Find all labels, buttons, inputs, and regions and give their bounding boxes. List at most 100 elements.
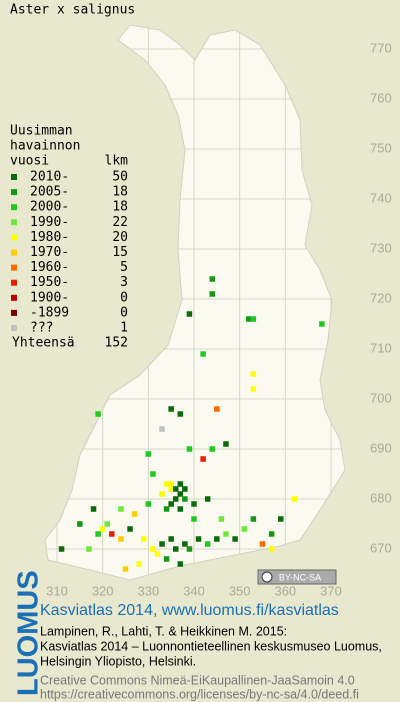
legend-label: 1980- xyxy=(30,230,69,245)
x-tick-label: 340 xyxy=(183,583,205,598)
grid-square xyxy=(95,411,101,417)
y-tick-label: 670 xyxy=(370,540,392,555)
grid-square xyxy=(246,316,252,322)
grid-square xyxy=(168,481,174,487)
license: Creative Commons Nimeä-EiKaupallinen-Jaa… xyxy=(40,673,355,687)
legend-count: 22 xyxy=(112,215,128,230)
legend-count: 18 xyxy=(112,185,128,200)
legend-count: 0 xyxy=(120,305,128,320)
y-tick-label: 770 xyxy=(370,40,392,55)
logo: LUOMUS xyxy=(13,570,45,696)
legend-count: 1 xyxy=(120,321,128,336)
x-tick-label: 360 xyxy=(274,583,296,598)
grid-square xyxy=(250,386,257,392)
legend-heading: vuosi xyxy=(10,154,49,169)
grid-square xyxy=(172,546,179,552)
grid-square xyxy=(209,276,216,282)
legend-count: 15 xyxy=(112,245,128,260)
legend-label: 1990- xyxy=(30,215,69,230)
grid-square xyxy=(95,531,101,537)
grid-square xyxy=(186,546,193,552)
legend-label: 2005- xyxy=(30,185,69,200)
grid-square xyxy=(122,566,129,572)
grid-square xyxy=(241,526,247,532)
title: Aster x salignus xyxy=(10,3,135,18)
squares xyxy=(58,276,325,572)
grid-square xyxy=(168,486,174,492)
grid-square xyxy=(195,536,202,542)
legend-label: -1899 xyxy=(30,305,69,320)
legend-count: 0 xyxy=(120,290,128,305)
y-tick-label: 760 xyxy=(370,90,392,105)
cc-badge: BY-NC-SA xyxy=(257,569,337,585)
grid-square xyxy=(168,536,174,542)
grid-square xyxy=(182,496,188,502)
grid-square xyxy=(223,531,229,537)
legend-heading: lkm xyxy=(105,154,129,169)
y-tick-label: 730 xyxy=(370,240,392,255)
y-tick-label: 680 xyxy=(370,490,392,505)
grid-square xyxy=(118,506,124,512)
grid-square xyxy=(141,536,147,542)
grid-square xyxy=(200,351,206,357)
grid-square xyxy=(145,501,152,507)
grid-square xyxy=(204,541,211,547)
grid-square xyxy=(214,406,220,412)
grid-square xyxy=(204,496,211,502)
grid-square xyxy=(250,371,257,377)
legend-swatch xyxy=(11,234,17,241)
grid-square xyxy=(127,526,133,532)
grid-square xyxy=(200,456,206,462)
grid-square xyxy=(268,546,275,552)
citation: Lampinen, R., Lahti, T. & Heikkinen M. 2… xyxy=(40,624,287,638)
grid-square xyxy=(159,426,165,432)
y-tick-label: 690 xyxy=(370,440,392,455)
grid-square xyxy=(58,546,65,552)
grid-square xyxy=(99,526,106,532)
legend-swatch xyxy=(11,174,17,180)
headline: Kasviatlas 2014, www.luomus.fi/kasviatla… xyxy=(40,602,339,619)
finland-outline xyxy=(44,24,346,581)
grid-square xyxy=(214,536,220,542)
total-label: Yhteensä xyxy=(12,336,75,351)
grid-square xyxy=(163,556,170,562)
grid-square xyxy=(163,506,170,512)
grid-square xyxy=(177,411,184,417)
grid-square xyxy=(150,471,156,477)
grid-square xyxy=(104,521,110,527)
legend-swatch xyxy=(11,189,17,196)
grid-square xyxy=(177,481,184,487)
legend-label: 2000- xyxy=(30,200,69,215)
grid-square xyxy=(154,551,161,557)
legend-label: 1970- xyxy=(30,245,69,260)
legend-swatch xyxy=(11,309,17,316)
grid-square xyxy=(191,516,197,522)
legend-label: 1960- xyxy=(30,260,69,275)
x-tick-label: 350 xyxy=(229,583,251,598)
legend-count: 5 xyxy=(120,260,128,275)
grid-square xyxy=(319,321,325,327)
grid-square xyxy=(177,561,184,567)
legend-swatch xyxy=(11,294,17,301)
legend-heading: Uusimman xyxy=(10,124,73,139)
grid-square xyxy=(191,501,197,507)
citation: Kasviatlas 2014 – Luonnontieteellinen ke… xyxy=(40,639,382,653)
total-count: 152 xyxy=(105,336,128,351)
grid-square xyxy=(172,486,179,492)
legend-count: 20 xyxy=(112,230,128,245)
grid-square xyxy=(145,451,152,457)
y-tick-label: 720 xyxy=(370,290,392,305)
y-tick-label: 750 xyxy=(370,140,392,155)
grid-square xyxy=(168,406,174,412)
grid-square xyxy=(209,291,216,297)
legend-count: 50 xyxy=(112,170,128,185)
x-tick-label: 370 xyxy=(320,583,342,598)
legend-count: 18 xyxy=(112,200,128,215)
grid-square xyxy=(118,536,124,542)
grid-square xyxy=(232,536,238,542)
legend-swatch xyxy=(11,279,17,286)
x-tick-label: 330 xyxy=(137,583,159,598)
grid-square xyxy=(278,516,284,522)
grid-square xyxy=(291,496,298,502)
